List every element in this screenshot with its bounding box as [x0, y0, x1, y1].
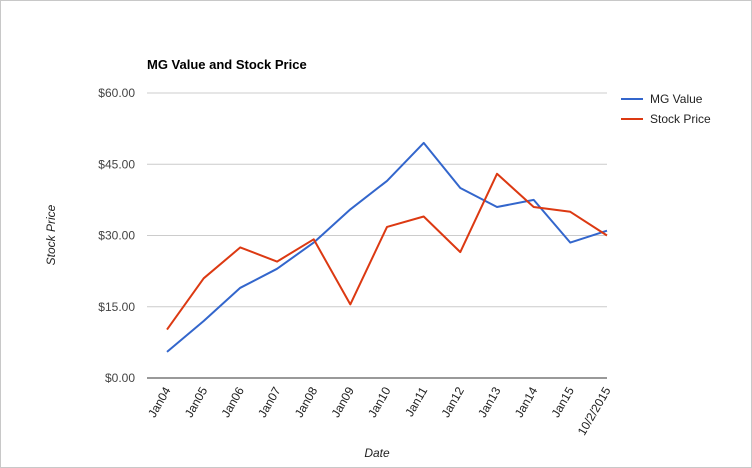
x-tick-label: Jan15 [548, 384, 577, 420]
x-tick-label: Jan07 [255, 384, 284, 420]
x-tick-label: Jan10 [365, 384, 394, 420]
gridlines [147, 92, 607, 308]
x-tick-label: Jan11 [402, 384, 430, 419]
series-line-mg-value [166, 141, 608, 353]
y-axis-ticks: $0.00 $15.00 $30.00 $45.00 $60.00 [98, 86, 135, 385]
x-tick-label: Jan13 [475, 384, 504, 420]
x-tick-label: Jan05 [182, 384, 211, 420]
x-tick-label: Jan09 [328, 384, 357, 420]
y-tick-label: $45.00 [98, 157, 135, 171]
legend: MG Value Stock Price [621, 92, 711, 126]
y-axis-label: Stock Price [44, 204, 58, 265]
y-tick-label: $0.00 [105, 371, 135, 385]
x-tick-label: Jan12 [438, 384, 467, 420]
y-tick-label: $30.00 [98, 229, 135, 243]
legend-label: MG Value [650, 92, 703, 106]
y-tick-label: $15.00 [98, 300, 135, 314]
x-axis-ticks: Jan04 Jan05 Jan06 Jan07 Jan08 Jan09 Jan10 Jan11… [145, 384, 614, 438]
x-tick-label: Jan04 [145, 384, 174, 420]
x-axis-label: Date [364, 446, 390, 460]
series-line-stock-price [166, 172, 608, 331]
legend-label: Stock Price [650, 112, 711, 126]
x-tick-label: 10/2/2015 [575, 384, 614, 438]
y-tick-label: $60.00 [98, 86, 135, 100]
chart-title: MG Value and Stock Price [147, 57, 307, 72]
series-lines [166, 141, 608, 353]
x-tick-label: Jan14 [512, 384, 541, 420]
x-tick-label: Jan06 [218, 384, 247, 420]
x-tick-label: Jan08 [292, 384, 321, 420]
